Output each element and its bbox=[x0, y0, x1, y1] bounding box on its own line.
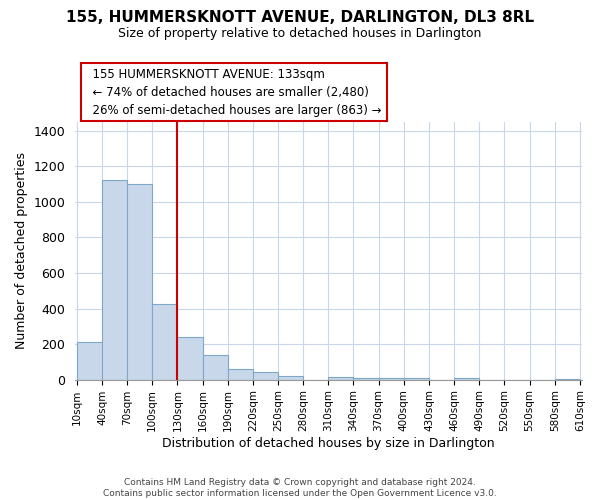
Bar bbox=[555, 379, 580, 380]
Bar bbox=[278, 376, 303, 380]
Bar bbox=[152, 304, 178, 380]
Bar bbox=[178, 337, 203, 380]
Bar bbox=[127, 184, 152, 380]
Bar bbox=[353, 378, 379, 380]
Bar bbox=[379, 378, 404, 380]
Text: Contains HM Land Registry data © Crown copyright and database right 2024.
Contai: Contains HM Land Registry data © Crown c… bbox=[103, 478, 497, 498]
Text: 155 HUMMERSKNOTT AVENUE: 133sqm
  ← 74% of detached houses are smaller (2,480)
 : 155 HUMMERSKNOTT AVENUE: 133sqm ← 74% of… bbox=[85, 68, 382, 116]
Bar bbox=[253, 372, 278, 380]
Bar bbox=[228, 369, 253, 380]
Y-axis label: Number of detached properties: Number of detached properties bbox=[15, 152, 28, 349]
Bar bbox=[404, 378, 429, 380]
Bar bbox=[454, 378, 479, 380]
Text: Size of property relative to detached houses in Darlington: Size of property relative to detached ho… bbox=[118, 28, 482, 40]
Bar bbox=[77, 342, 102, 380]
Bar bbox=[328, 377, 353, 380]
Text: 155, HUMMERSKNOTT AVENUE, DARLINGTON, DL3 8RL: 155, HUMMERSKNOTT AVENUE, DARLINGTON, DL… bbox=[66, 10, 534, 25]
X-axis label: Distribution of detached houses by size in Darlington: Distribution of detached houses by size … bbox=[162, 437, 494, 450]
Bar bbox=[203, 355, 228, 380]
Bar bbox=[102, 180, 127, 380]
